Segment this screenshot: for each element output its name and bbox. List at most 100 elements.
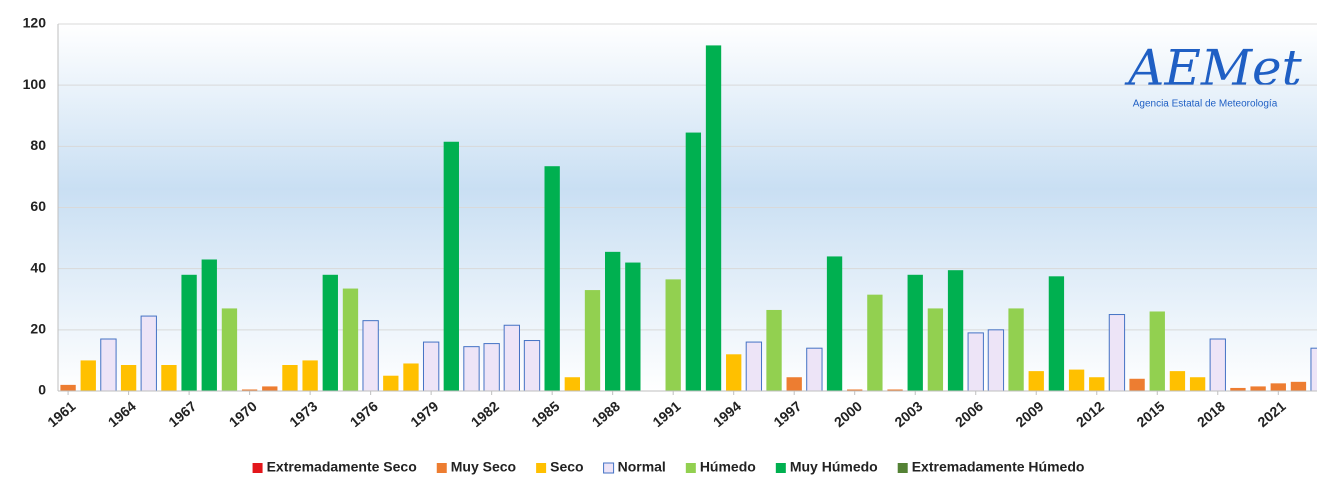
bar — [1250, 386, 1266, 391]
x-tick-label: 2015 — [1133, 398, 1167, 430]
bar — [665, 279, 681, 391]
x-tick-label: 1964 — [105, 398, 139, 430]
bar — [241, 389, 258, 391]
bar — [987, 329, 1005, 392]
bar — [685, 132, 702, 391]
bar — [766, 309, 782, 391]
bar — [726, 354, 742, 391]
legend-swatch — [603, 462, 615, 474]
x-tick-label: 2006 — [952, 398, 986, 430]
bar — [282, 365, 298, 391]
logo-text: AEMet — [1124, 39, 1302, 97]
bar — [120, 365, 137, 391]
bar — [1230, 387, 1246, 391]
bar — [181, 274, 197, 391]
bar — [1209, 338, 1226, 392]
bar — [826, 256, 843, 391]
y-tick-label: 0 — [38, 382, 46, 398]
bar — [584, 290, 601, 391]
legend-swatch — [685, 463, 696, 473]
x-tick-label: 1988 — [589, 398, 623, 430]
bar — [967, 332, 984, 392]
bar — [544, 166, 560, 391]
bar — [1270, 383, 1286, 391]
bar — [60, 384, 76, 391]
bar — [564, 377, 580, 391]
y-tick-label: 20 — [30, 321, 46, 337]
bar — [1068, 369, 1085, 391]
x-tick-label: 1976 — [347, 398, 381, 430]
x-tick-label: 2003 — [891, 398, 925, 430]
y-tick-label: 80 — [30, 137, 46, 153]
bar — [867, 294, 883, 391]
legend-swatch — [775, 463, 786, 473]
bar — [1290, 381, 1307, 391]
bar — [1089, 377, 1105, 391]
bar — [201, 259, 217, 391]
bar — [383, 375, 399, 391]
x-tick-label: 1970 — [226, 398, 260, 430]
bar — [1129, 378, 1145, 391]
bar — [1028, 371, 1044, 391]
x-tick-label: 2021 — [1254, 398, 1288, 430]
bar — [605, 251, 621, 391]
bar — [1108, 314, 1126, 392]
x-tick-label: 2009 — [1012, 398, 1046, 430]
bar — [503, 324, 520, 392]
bar — [322, 274, 338, 391]
y-tick-label: 60 — [30, 198, 46, 214]
bar — [887, 389, 903, 391]
bar — [947, 270, 964, 391]
bar — [262, 386, 278, 391]
x-tick-label: 1979 — [407, 398, 441, 430]
x-tick-label: 2018 — [1194, 398, 1228, 430]
bar — [1189, 377, 1206, 391]
bar — [161, 365, 177, 391]
bar — [302, 360, 318, 391]
legend-label: Normal — [618, 459, 666, 475]
bar — [1008, 308, 1024, 391]
x-tick-label: 1991 — [649, 398, 683, 430]
bar — [80, 360, 96, 391]
bar — [100, 338, 117, 392]
logo-subtitle: Agencia Estatal de Meteorología — [1133, 99, 1278, 110]
x-tick-label: 2000 — [831, 398, 865, 430]
bar — [786, 377, 802, 391]
bar — [1310, 347, 1317, 392]
bar — [847, 389, 863, 391]
bar — [1169, 371, 1186, 391]
bar — [422, 341, 440, 392]
x-tick-label: 1994 — [710, 398, 744, 430]
x-tick-label: 1973 — [286, 398, 320, 430]
bar — [140, 315, 157, 392]
bar — [705, 45, 722, 392]
bar — [362, 320, 379, 392]
bar — [342, 288, 359, 391]
bar — [745, 341, 763, 392]
bar — [443, 141, 459, 391]
legend-swatch — [252, 463, 263, 473]
legend-label: Seco — [550, 459, 583, 475]
bar — [483, 343, 500, 392]
bar — [463, 346, 480, 392]
legend-label: Muy Seco — [451, 459, 516, 475]
bar — [625, 262, 641, 391]
legend-swatch — [536, 463, 547, 473]
x-tick-label: 1997 — [770, 398, 804, 430]
bar — [1048, 276, 1065, 391]
legend-label: Extremadamente Seco — [267, 459, 417, 475]
x-tick-label: 1961 — [44, 398, 78, 430]
y-tick-label: 100 — [23, 76, 47, 92]
x-tick-label: 1967 — [165, 398, 199, 430]
x-tick-label: 1985 — [528, 398, 562, 430]
bar — [907, 274, 923, 391]
bar — [927, 308, 944, 391]
legend-label: Muy Húmedo — [790, 459, 878, 475]
bar — [1149, 311, 1165, 391]
legend: Extremadamente Seco Muy Seco Seco Normal Húm… — [252, 459, 1084, 475]
legend-label: Húmedo — [700, 459, 756, 475]
x-tick-label: 1982 — [468, 398, 502, 430]
bar — [806, 347, 823, 392]
legend-swatch — [897, 463, 908, 473]
